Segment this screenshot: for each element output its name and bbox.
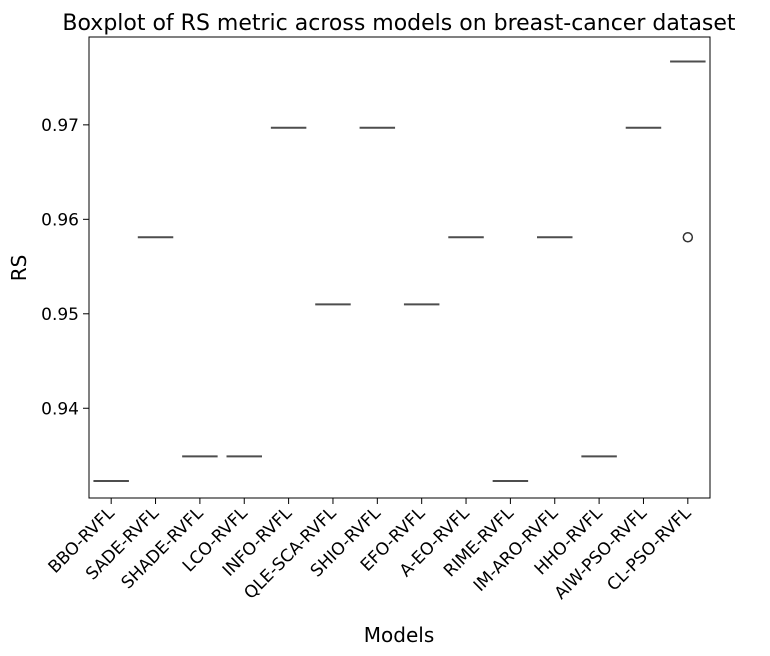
- plot-area-frame: [88, 36, 711, 499]
- y-tick-label: 0.95: [41, 305, 79, 325]
- x-axis-label: Models: [364, 623, 434, 647]
- y-tick-label: 0.96: [41, 210, 79, 230]
- y-tick-label: 0.97: [41, 116, 79, 136]
- box-marks: [93, 60, 706, 482]
- y-axis-label: RS: [7, 255, 31, 282]
- outlier-point: [682, 232, 694, 243]
- y-tick-label: 0.94: [41, 399, 79, 419]
- y-axis: 0.94 0.95 0.96 0.97: [41, 116, 89, 419]
- x-axis: BBO-RVFLSADE-RVFLSHADE-RVFLLCO-RVFLINFO-…: [45, 498, 696, 604]
- chart-title: Boxplot of RS metric across models on br…: [62, 11, 736, 36]
